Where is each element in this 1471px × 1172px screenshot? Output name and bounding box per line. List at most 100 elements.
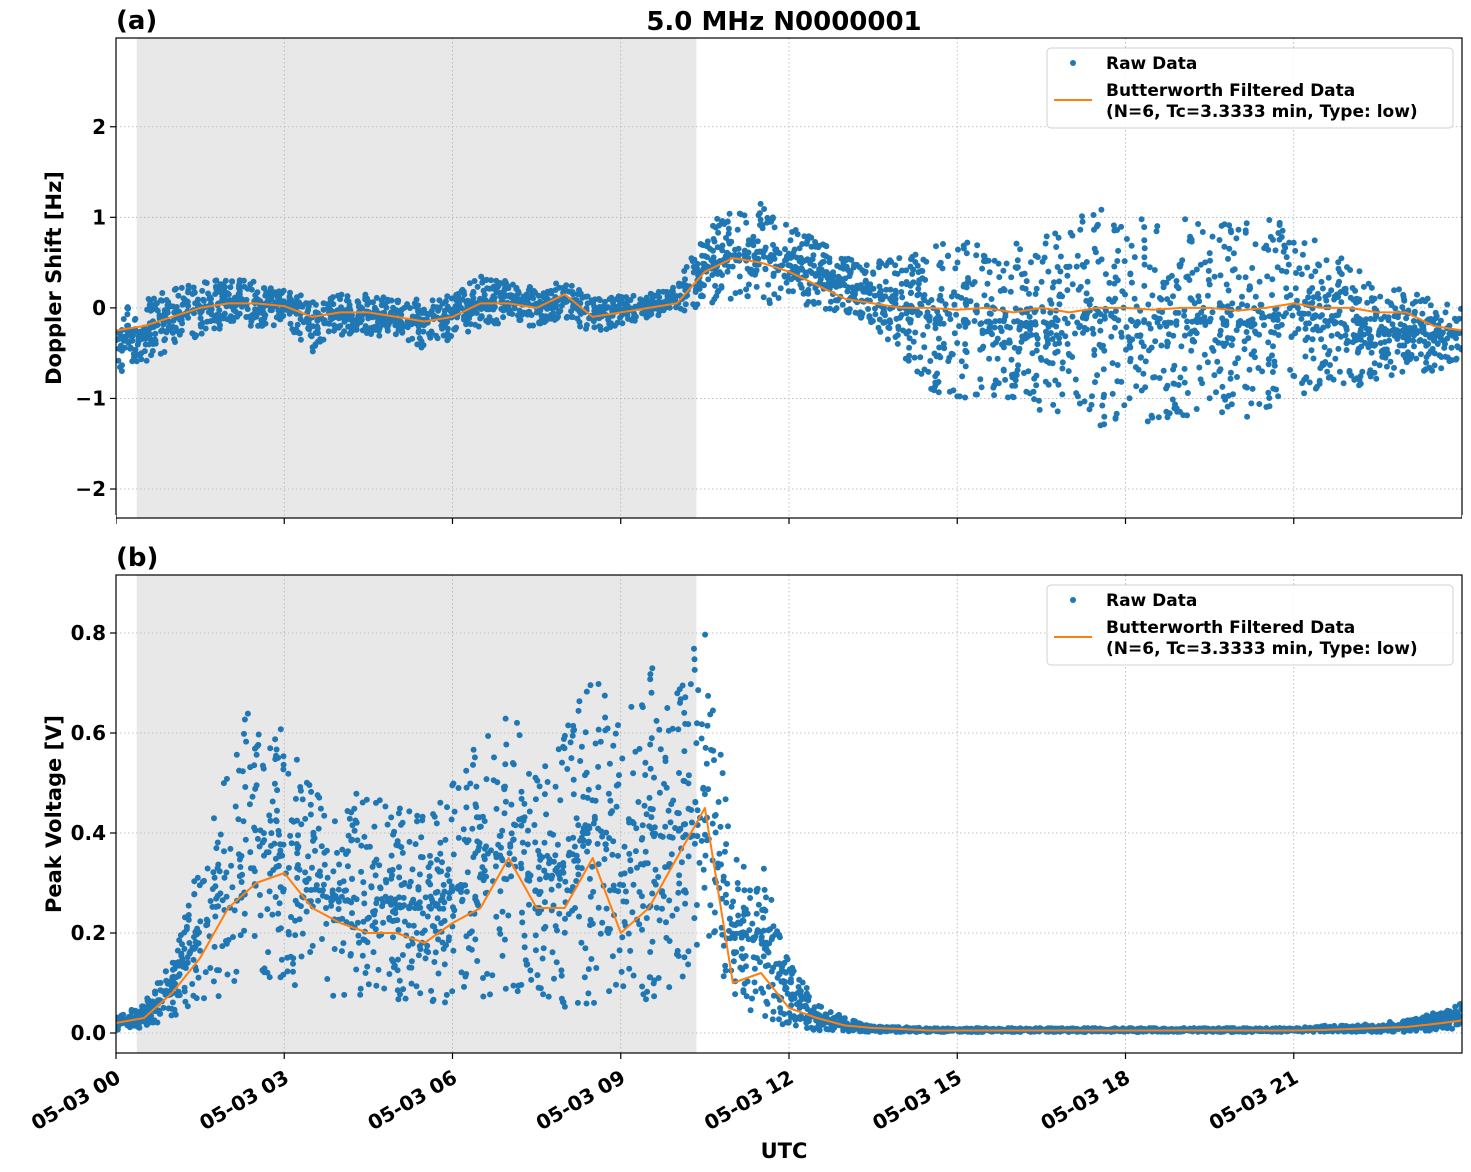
legend-filtered-label: Butterworth Filtered Data bbox=[1106, 81, 1355, 101]
raw-data-point bbox=[517, 296, 524, 303]
raw-data-point bbox=[451, 295, 457, 302]
raw-data-point bbox=[213, 277, 220, 284]
raw-data-point bbox=[691, 840, 698, 847]
raw-data-point bbox=[1437, 317, 1444, 324]
raw-data-point bbox=[271, 780, 278, 787]
raw-data-point bbox=[1252, 241, 1259, 248]
raw-data-point bbox=[308, 333, 315, 340]
raw-data-point bbox=[157, 987, 164, 994]
raw-data-point bbox=[388, 814, 395, 821]
raw-data-point bbox=[541, 925, 547, 932]
raw-data-point bbox=[192, 332, 198, 339]
raw-data-point bbox=[898, 267, 905, 274]
raw-data-point bbox=[431, 959, 438, 965]
raw-data-point bbox=[1127, 355, 1134, 362]
raw-data-point bbox=[330, 868, 337, 875]
raw-data-point bbox=[1007, 288, 1014, 295]
raw-data-point bbox=[1352, 287, 1359, 294]
raw-data-point bbox=[1359, 322, 1366, 329]
raw-data-point bbox=[705, 692, 712, 699]
raw-data-point bbox=[1065, 350, 1072, 357]
raw-data-point bbox=[1181, 379, 1188, 386]
raw-data-point bbox=[546, 314, 553, 321]
raw-data-point bbox=[1074, 252, 1081, 259]
raw-data-point bbox=[618, 294, 625, 301]
raw-data-point bbox=[751, 979, 758, 986]
raw-data-point bbox=[1335, 345, 1342, 352]
raw-data-point bbox=[826, 255, 833, 262]
raw-data-point bbox=[319, 892, 326, 899]
raw-data-point bbox=[1173, 405, 1180, 412]
raw-data-point bbox=[796, 245, 803, 252]
raw-data-point bbox=[191, 945, 198, 952]
raw-data-point bbox=[1008, 356, 1015, 363]
raw-data-point bbox=[202, 969, 209, 976]
raw-data-point bbox=[1201, 351, 1208, 358]
raw-data-point bbox=[1209, 309, 1216, 316]
raw-data-point bbox=[474, 901, 481, 907]
raw-data-point bbox=[478, 313, 485, 320]
raw-data-point bbox=[230, 314, 237, 321]
raw-data-point bbox=[251, 933, 258, 939]
raw-data-point bbox=[394, 987, 401, 994]
raw-data-point bbox=[747, 1007, 754, 1014]
raw-data-point bbox=[294, 874, 301, 881]
raw-data-point bbox=[408, 964, 415, 971]
raw-data-point bbox=[1365, 280, 1372, 287]
raw-data-point bbox=[1171, 380, 1178, 387]
raw-data-point bbox=[245, 313, 252, 320]
raw-data-point bbox=[711, 757, 717, 764]
raw-data-point bbox=[1257, 301, 1264, 308]
raw-data-point bbox=[440, 905, 447, 912]
raw-data-point bbox=[179, 320, 186, 327]
raw-data-point bbox=[698, 735, 705, 742]
raw-data-point bbox=[310, 837, 316, 844]
raw-data-point bbox=[629, 909, 636, 916]
raw-data-point bbox=[856, 264, 863, 271]
raw-data-point bbox=[1269, 292, 1275, 298]
raw-data-point bbox=[677, 281, 684, 288]
raw-data-point bbox=[1021, 270, 1028, 277]
raw-data-point bbox=[174, 328, 181, 335]
raw-data-point bbox=[536, 319, 543, 326]
raw-data-point bbox=[1140, 370, 1147, 377]
raw-data-point bbox=[518, 788, 525, 795]
raw-data-point bbox=[595, 784, 602, 791]
raw-data-point bbox=[656, 726, 663, 733]
raw-data-point bbox=[391, 318, 398, 324]
raw-data-point bbox=[514, 312, 521, 319]
raw-data-point bbox=[764, 214, 771, 221]
raw-data-point bbox=[1028, 331, 1035, 338]
raw-data-point bbox=[267, 745, 274, 752]
raw-data-point bbox=[1249, 385, 1256, 392]
raw-data-point bbox=[726, 210, 733, 217]
raw-data-point bbox=[378, 297, 385, 304]
raw-data-point bbox=[1263, 404, 1270, 410]
raw-data-point bbox=[1241, 346, 1248, 353]
raw-data-point bbox=[194, 874, 201, 881]
raw-data-point bbox=[951, 301, 958, 308]
raw-data-point bbox=[723, 841, 730, 848]
raw-data-point bbox=[1168, 272, 1175, 279]
raw-data-point bbox=[979, 345, 986, 352]
raw-data-point bbox=[973, 252, 980, 259]
raw-data-point bbox=[1344, 264, 1350, 271]
raw-data-point bbox=[199, 287, 206, 294]
raw-data-point bbox=[1207, 257, 1213, 264]
raw-data-point bbox=[605, 790, 612, 797]
raw-data-point bbox=[812, 243, 819, 250]
raw-data-point bbox=[715, 229, 722, 236]
raw-data-point bbox=[224, 316, 231, 323]
raw-data-point bbox=[1266, 217, 1273, 223]
raw-data-point bbox=[1352, 332, 1359, 339]
raw-data-point bbox=[810, 298, 817, 305]
raw-data-point bbox=[707, 711, 714, 718]
raw-data-point bbox=[1269, 352, 1275, 359]
raw-data-point bbox=[1386, 337, 1393, 344]
raw-data-point bbox=[1131, 295, 1138, 302]
raw-data-point bbox=[1193, 266, 1200, 273]
raw-data-point bbox=[502, 715, 509, 722]
raw-data-point bbox=[915, 269, 922, 276]
raw-data-point bbox=[1023, 331, 1030, 338]
